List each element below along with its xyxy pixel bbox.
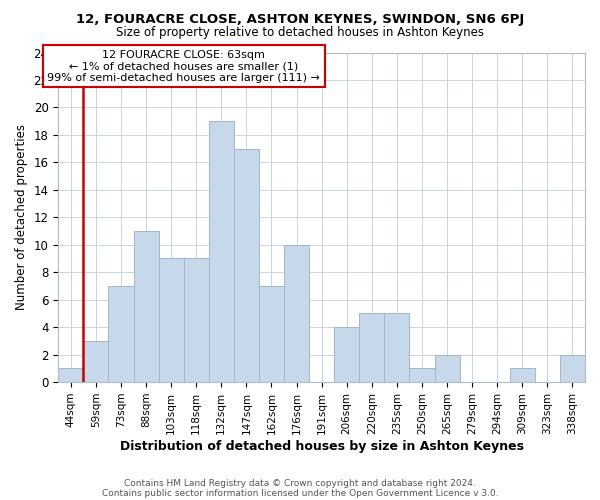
Text: Contains public sector information licensed under the Open Government Licence v : Contains public sector information licen…	[101, 488, 499, 498]
Bar	[259, 286, 284, 382]
Bar	[158, 258, 184, 382]
Bar	[385, 314, 409, 382]
Bar	[109, 286, 134, 382]
Bar	[284, 245, 309, 382]
Bar	[560, 354, 585, 382]
Bar	[234, 148, 259, 382]
Y-axis label: Number of detached properties: Number of detached properties	[15, 124, 28, 310]
Bar	[184, 258, 209, 382]
Bar	[409, 368, 434, 382]
Bar	[58, 368, 83, 382]
Bar	[209, 121, 234, 382]
Bar	[359, 314, 385, 382]
Text: 12, FOURACRE CLOSE, ASHTON KEYNES, SWINDON, SN6 6PJ: 12, FOURACRE CLOSE, ASHTON KEYNES, SWIND…	[76, 12, 524, 26]
Bar	[434, 354, 460, 382]
Text: Size of property relative to detached houses in Ashton Keynes: Size of property relative to detached ho…	[116, 26, 484, 39]
Bar	[83, 341, 109, 382]
Bar	[334, 327, 359, 382]
Bar	[510, 368, 535, 382]
X-axis label: Distribution of detached houses by size in Ashton Keynes: Distribution of detached houses by size …	[119, 440, 524, 452]
Text: 12 FOURACRE CLOSE: 63sqm
← 1% of detached houses are smaller (1)
99% of semi-det: 12 FOURACRE CLOSE: 63sqm ← 1% of detache…	[47, 50, 320, 83]
Bar	[134, 231, 158, 382]
Text: Contains HM Land Registry data © Crown copyright and database right 2024.: Contains HM Land Registry data © Crown c…	[124, 478, 476, 488]
